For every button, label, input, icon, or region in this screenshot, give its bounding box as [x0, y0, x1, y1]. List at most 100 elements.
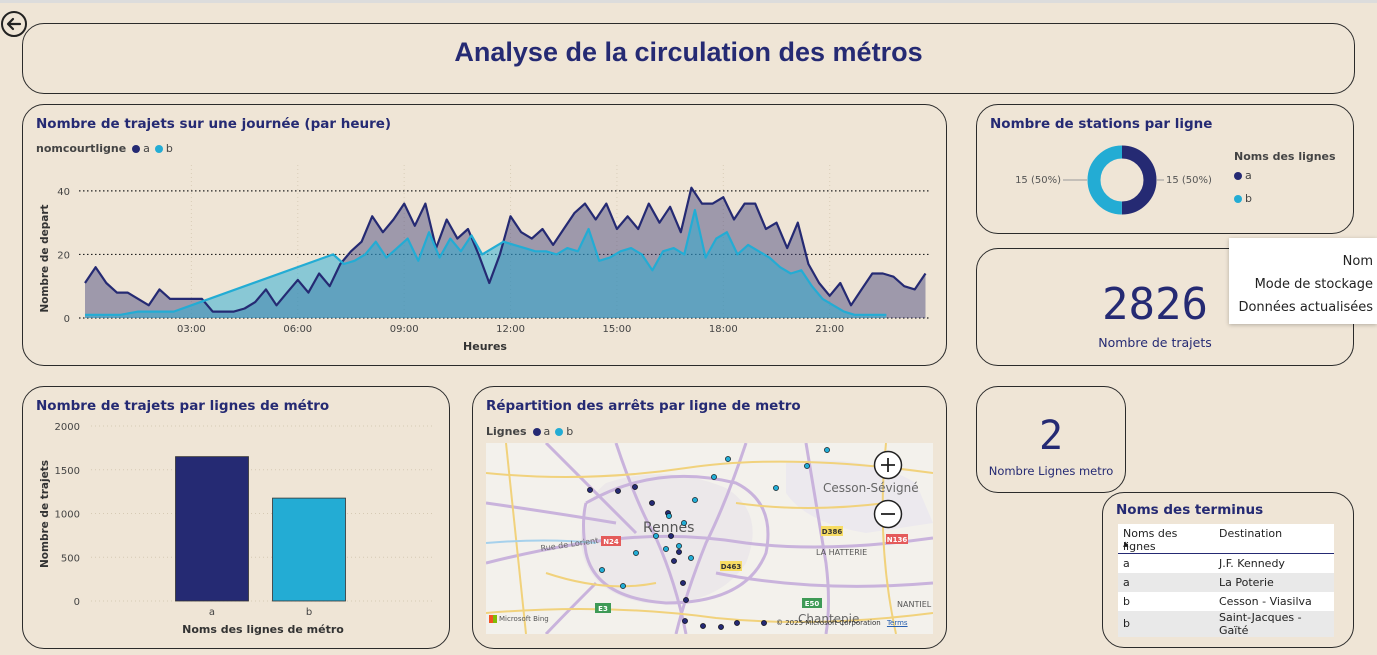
station-a [632, 484, 638, 490]
table-row[interactable]: a La Poterie [1118, 572, 1334, 592]
map-canvas: Rennes Cesson-Sévigné LA HATTERIE Chante… [486, 443, 933, 634]
trips-by-line-card[interactable]: Nombre de trajets par lignes de métro 0 5… [22, 386, 450, 649]
back-arrow-icon [1, 11, 27, 37]
stations-card[interactable]: Nombre de stations par ligne 15 (50%) 15… [976, 104, 1354, 234]
x-tick-label: 03:00 [177, 324, 206, 335]
zoom-out-icon [873, 499, 903, 529]
kpi-lines-label: Nombre Lignes metro [988, 464, 1114, 478]
road-e50: E50 [805, 600, 820, 608]
station-b [711, 474, 717, 480]
kpi-lines-value: 2 [1038, 413, 1064, 459]
legend-dot-b [154, 144, 163, 153]
y-tick-label: 0 [74, 597, 80, 608]
station-b [666, 513, 672, 519]
col-header-destination[interactable]: Destination [1214, 524, 1334, 554]
title-card: Analyse de la circulation des métros [22, 23, 1355, 94]
legend-dot-a [132, 144, 141, 153]
station-b [676, 543, 682, 549]
x-tick-label: 15:00 [603, 324, 632, 335]
trips-by-hour-title: Nombre de trajets sur une journée (par h… [36, 116, 392, 132]
map-legend-item-b[interactable]: b [555, 425, 573, 438]
series-line-a [84, 186, 927, 313]
stations-title: Nombre de stations par ligne [990, 116, 1213, 132]
legend-item-b[interactable]: b [154, 142, 173, 155]
table-row[interactable]: b Saint-Jacques - Gaïté [1118, 610, 1334, 637]
trips-by-line-title: Nombre de trajets par lignes de métro [36, 398, 330, 414]
station-a [682, 618, 688, 624]
station-b [804, 463, 810, 469]
y-tick-label: 0 [64, 314, 70, 325]
station-a [587, 487, 593, 493]
map-label-chantepie: Chantepie [798, 612, 859, 626]
table-row[interactable]: b Cesson - Viasilva [1118, 591, 1334, 611]
y-axis-label: Nombre de depart [39, 204, 51, 312]
zoom-in-button[interactable] [873, 450, 903, 480]
zoom-out-button[interactable] [873, 499, 903, 529]
y-tick-label: 1500 [55, 466, 80, 477]
station-b [824, 447, 830, 453]
x-tick-label: b [306, 607, 312, 618]
road-d463: D463 [721, 563, 742, 571]
x-axis-label: Heures [463, 340, 507, 353]
x-axis-label: Noms des lignes de métro [182, 623, 344, 636]
trips-by-hour-chart[interactable]: 0 20 40 03:00 06:00 09:00 12:00 15:00 18:00 21:00… [23, 105, 948, 367]
kpi-lines-card[interactable]: 2 Nombre Lignes metro [976, 386, 1126, 493]
map-title: Répartition des arrêts par ligne de metr… [486, 398, 801, 414]
donut-label-right: 15 (50%) [1166, 175, 1212, 186]
station-a [700, 623, 706, 629]
station-b [725, 456, 731, 462]
col-header-line[interactable]: Noms des lignes ▲ [1118, 524, 1214, 554]
station-a [649, 500, 655, 506]
x-tick-label: 18:00 [709, 324, 738, 335]
y-tick-label: 2000 [55, 422, 80, 433]
back-button[interactable] [0, 10, 28, 38]
station-b [620, 583, 626, 589]
x-tick-label: 12:00 [496, 324, 525, 335]
x-tick-label: a [209, 607, 215, 618]
kpi-trips-value: 2826 [1102, 279, 1208, 330]
trips-by-hour-card[interactable]: Nombre de trajets sur une journée (par h… [22, 104, 947, 366]
station-a [718, 624, 724, 630]
donut-slice-b [1087, 145, 1157, 215]
zoom-in-icon [873, 450, 903, 480]
stations-legend-a[interactable]: a [1234, 169, 1252, 182]
road-e3: E3 [598, 605, 608, 613]
map-legend-item-a[interactable]: a [532, 425, 550, 438]
legend-dot-b [1234, 194, 1242, 203]
y-tick-label: 500 [61, 553, 80, 564]
tooltip-item-refreshed: Données actualisées [1238, 300, 1373, 315]
map-terms-link[interactable]: Terms [886, 619, 908, 627]
terminus-card[interactable]: Noms des terminus Noms des lignes ▲ Dest… [1102, 492, 1354, 648]
legend-title: nomcourtligne [36, 142, 127, 155]
station-b [663, 546, 669, 552]
legend-dot-b [555, 427, 564, 436]
station-a [668, 533, 674, 539]
bing-icon [489, 615, 497, 623]
tooltip-menu: Nom Mode de stockage Données actualisées [1229, 238, 1377, 324]
station-b [688, 555, 694, 561]
x-tick-label: 21:00 [815, 324, 844, 335]
y-tick-label: 20 [57, 250, 70, 261]
stations-legend-title: Noms des lignes [1234, 150, 1336, 163]
bar-b [272, 497, 346, 602]
trips-by-line-chart[interactable]: 0 500 1000 1500 2000 a b Noms des lignes de mét… [23, 387, 451, 650]
metro-map[interactable]: Rennes Cesson-Sévigné LA HATTERIE Chante… [486, 443, 933, 634]
road-n24: N24 [603, 538, 619, 546]
x-tick-label: 06:00 [283, 324, 312, 335]
road-n136: N136 [887, 536, 908, 544]
page-title: Analyse de la circulation des métros [454, 37, 923, 67]
tooltip-item-storage: Mode de stockage [1254, 277, 1373, 292]
map-label-hatterie: LA HATTERIE [816, 548, 867, 557]
station-b [653, 533, 659, 539]
kpi-trips-label: Nombre de trajets [1098, 335, 1212, 350]
map-label-nantiel: NANTIEL [897, 600, 932, 609]
station-b [773, 485, 779, 491]
y-axis-label: Nombre de trajets [39, 460, 51, 568]
table-row[interactable]: a J.F. Kennedy [1118, 553, 1334, 573]
stations-legend-b[interactable]: b [1234, 192, 1252, 205]
stations-donut-chart[interactable]: 15 (50%) 15 (50%) [977, 105, 1355, 235]
legend-item-a[interactable]: a [132, 142, 150, 155]
tooltip-item-name: Nom [1342, 254, 1373, 269]
station-a [676, 549, 682, 555]
station-b [599, 567, 605, 573]
